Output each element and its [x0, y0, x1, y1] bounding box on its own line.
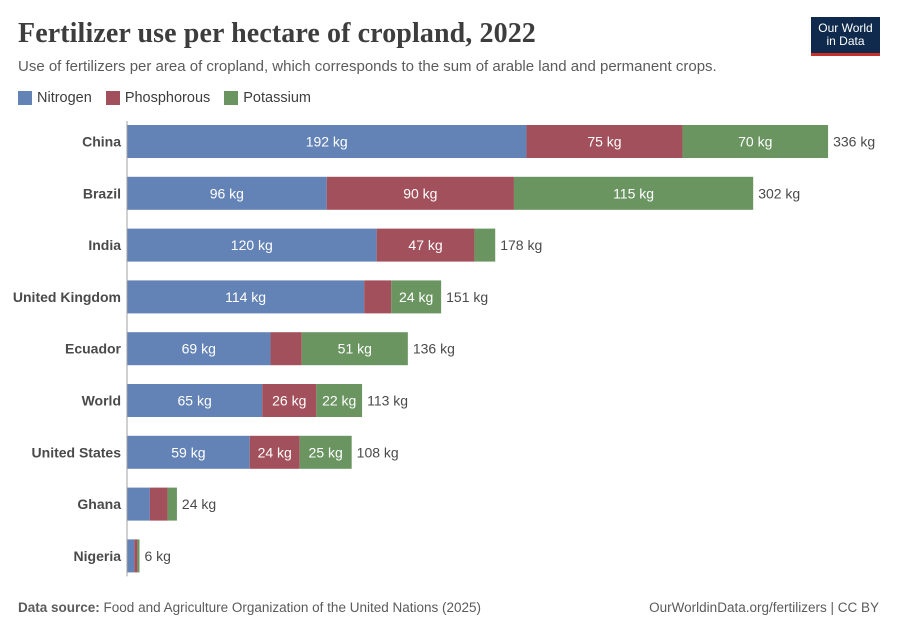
bar-brazil-nitrogen[interactable] [127, 176, 327, 210]
total-label-ghana: 24 kg [182, 496, 216, 512]
bar-united-states-nitrogen[interactable] [127, 435, 250, 469]
data-label-united-states-potassium: 25 kg [309, 444, 343, 460]
data-label-india-nitrogen: 120 kg [231, 237, 273, 253]
total-label-ecuador: 136 kg [413, 341, 455, 357]
legend-item-potassium[interactable]: Potassium [224, 90, 311, 106]
bar-united-states-potassium[interactable] [299, 435, 352, 469]
legend-label-potassium: Potassium [243, 90, 311, 106]
bar-china-phosphorous[interactable] [526, 125, 683, 158]
bar-world-potassium[interactable] [316, 384, 363, 417]
bar-nigeria-nitrogen[interactable] [127, 539, 135, 573]
total-label-united-kingdom: 151 kg [446, 289, 488, 305]
bar-ecuador-potassium[interactable] [301, 332, 408, 366]
bar-china-nitrogen[interactable] [127, 125, 527, 158]
bar-united-states-phosphorous[interactable] [249, 435, 300, 469]
data-label-united-kingdom-potassium: 24 kg [399, 289, 433, 305]
bar-china-potassium[interactable] [682, 125, 829, 158]
logo-line-2: in Data [826, 34, 865, 48]
owid-logo[interactable]: Our World in Data [811, 17, 880, 56]
total-label-world: 113 kg [367, 393, 408, 409]
total-label-india: 178 kg [500, 237, 542, 253]
legend-item-nitrogen[interactable]: Nitrogen [18, 90, 92, 106]
bar-nigeria-phosphorous[interactable] [134, 539, 138, 573]
bar-world-phosphorous[interactable] [262, 384, 317, 417]
total-label-united-states: 108 kg [357, 444, 399, 460]
legend-label-phosphorous: Phosphorous [124, 90, 211, 106]
total-label-china: 336 kg [833, 134, 875, 150]
bar-ecuador-nitrogen[interactable] [127, 332, 271, 366]
data-label-ecuador-potassium: 51 kg [338, 341, 372, 357]
data-label-china-potassium: 70 kg [738, 134, 772, 150]
logo-line-1: Our World [818, 21, 873, 35]
data-label-world-phosphorous: 26 kg [272, 393, 306, 409]
bar-nigeria-potassium[interactable] [137, 539, 140, 573]
legend: Nitrogen Phosphorous Potassium [18, 90, 311, 106]
chart-subtitle: Use of fertilizers per area of cropland,… [18, 58, 717, 75]
legend-swatch-potassium [224, 91, 239, 105]
total-label-brazil: 302 kg [758, 185, 800, 201]
bar-ecuador-phosphorous[interactable] [270, 332, 302, 366]
legend-label-nitrogen: Nitrogen [37, 90, 92, 106]
bar-world-nitrogen[interactable] [127, 384, 263, 417]
data-label-india-phosphorous: 47 kg [408, 237, 442, 253]
legend-swatch-nitrogen [18, 91, 32, 105]
bar-india-nitrogen[interactable] [127, 228, 377, 262]
footer-url-license[interactable]: OurWorldinData.org/fertilizers | CC BY [649, 600, 879, 615]
bar-ghana-phosphorous[interactable] [149, 487, 168, 521]
bar-india-phosphorous[interactable] [376, 228, 475, 262]
category-label-china: China [82, 134, 121, 150]
chart-title: Fertilizer use per hectare of cropland, … [18, 18, 536, 49]
legend-swatch-phosphorous [105, 91, 120, 105]
category-label-united-kingdom: United Kingdom [13, 289, 121, 305]
data-label-united-kingdom-nitrogen: 114 kg [225, 289, 266, 305]
data-label-ecuador-nitrogen: 69 kg [182, 341, 216, 357]
bar-ghana-nitrogen[interactable] [127, 487, 150, 521]
legend-item-phosphorous[interactable]: Phosphorous [105, 90, 211, 106]
source-label: Data source: [18, 600, 100, 615]
bar-brazil-potassium[interactable] [513, 176, 754, 210]
data-label-brazil-phosphorous: 90 kg [403, 185, 437, 201]
data-label-china-phosphorous: 75 kg [587, 134, 621, 150]
bar-united-kingdom-potassium[interactable] [391, 280, 442, 314]
bar-united-kingdom-nitrogen[interactable] [127, 280, 365, 314]
category-label-world: World [82, 393, 121, 409]
data-label-united-states-nitrogen: 59 kg [171, 444, 205, 460]
bar-brazil-phosphorous[interactable] [326, 176, 514, 210]
category-label-india: India [88, 237, 121, 253]
bar-ghana-potassium[interactable] [167, 487, 177, 521]
data-label-brazil-nitrogen: 96 kg [210, 185, 244, 201]
total-label-nigeria: 6 kg [144, 548, 170, 564]
category-label-nigeria: Nigeria [74, 548, 122, 564]
data-label-world-potassium: 22 kg [322, 393, 356, 409]
data-label-united-states-phosphorous: 24 kg [258, 444, 292, 460]
data-label-brazil-potassium: 115 kg [613, 185, 654, 201]
category-label-ghana: Ghana [77, 496, 121, 512]
footer-source: Data source: Food and Agriculture Organi… [18, 600, 481, 615]
category-label-brazil: Brazil [83, 185, 121, 201]
category-label-ecuador: Ecuador [65, 341, 122, 357]
bar-india-potassium[interactable] [474, 228, 496, 262]
category-label-united-states: United States [32, 444, 122, 460]
bar-united-kingdom-phosphorous[interactable] [364, 280, 392, 314]
data-label-china-nitrogen: 192 kg [306, 134, 348, 150]
source-text[interactable]: Food and Agriculture Organization of the… [103, 600, 482, 615]
data-label-world-nitrogen: 65 kg [177, 393, 211, 409]
